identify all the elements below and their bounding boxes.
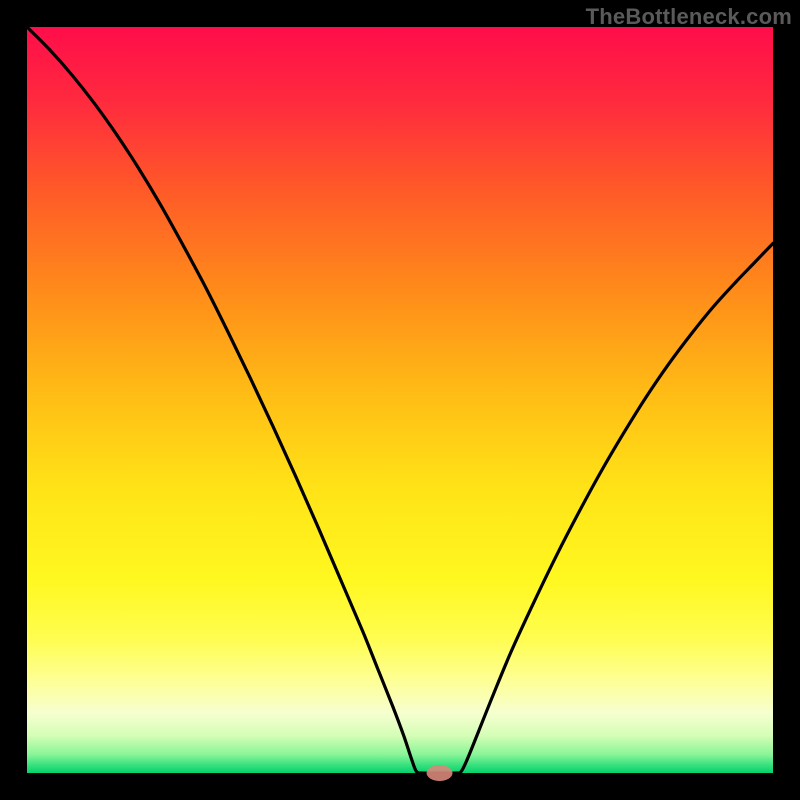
minimum-marker xyxy=(427,765,453,781)
plot-background xyxy=(27,27,773,773)
chart-container: TheBottleneck.com xyxy=(0,0,800,800)
bottleneck-chart xyxy=(0,0,800,800)
